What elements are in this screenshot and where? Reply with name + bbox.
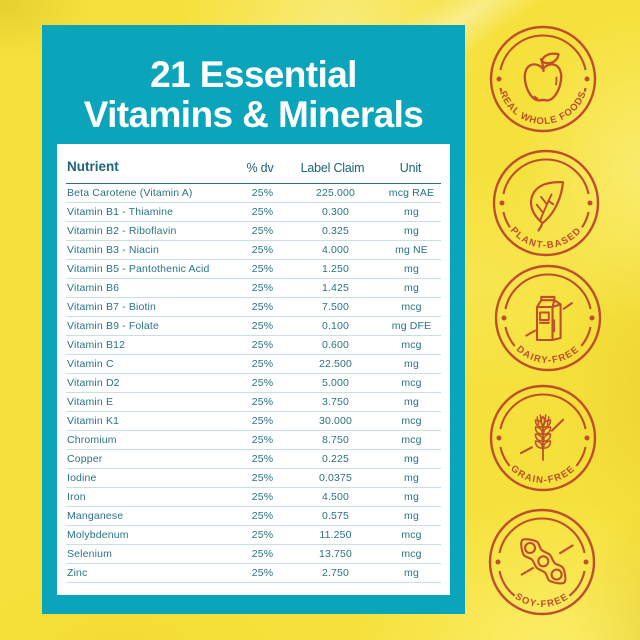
svg-text:SOY-FREE: SOY-FREE <box>513 591 571 610</box>
svg-text:DAIRY-FREE: DAIRY-FREE <box>514 343 582 365</box>
svg-text:REAL WHOLE FOODS: REAL WHOLE FOODS <box>497 89 589 127</box>
